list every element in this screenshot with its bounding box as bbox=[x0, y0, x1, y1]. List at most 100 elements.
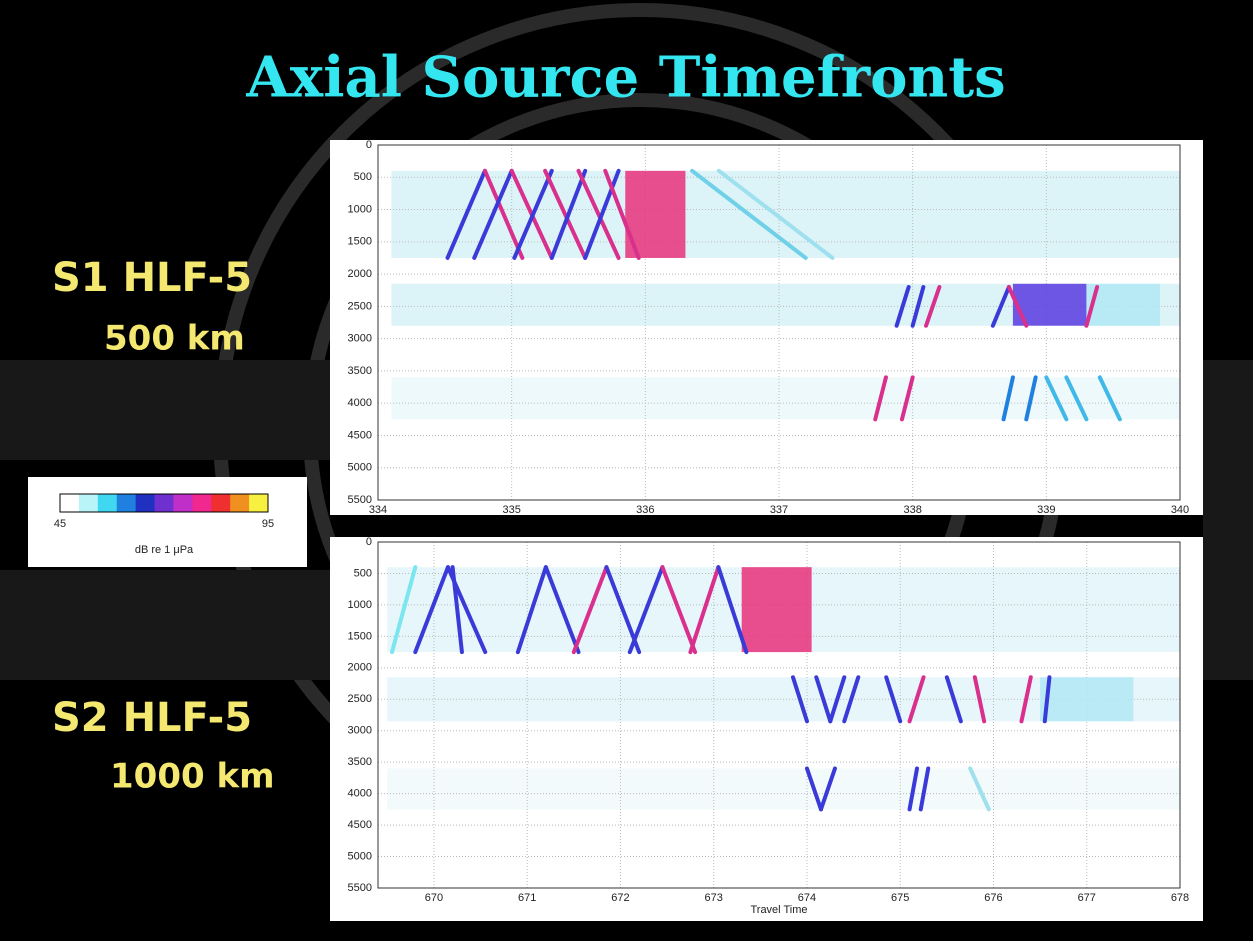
colorbar-box bbox=[28, 477, 307, 567]
timefront-line bbox=[1044, 375, 1069, 422]
timefront-line bbox=[907, 675, 926, 724]
timefront-line bbox=[899, 375, 915, 422]
color-swatch bbox=[230, 494, 250, 512]
y-tick-label: 4000 bbox=[348, 397, 372, 409]
y-tick-label: 5500 bbox=[348, 494, 372, 506]
x-tick-label: 671 bbox=[518, 892, 536, 904]
timefront-line bbox=[828, 675, 847, 724]
timefront-line bbox=[389, 565, 418, 655]
y-tick-label: 500 bbox=[354, 171, 372, 183]
color-swatch bbox=[173, 494, 193, 512]
colorbar-tick-label: 45 bbox=[54, 518, 66, 530]
timefront-line bbox=[627, 565, 665, 655]
timefront-line bbox=[603, 168, 641, 260]
y-tick-label: 3500 bbox=[348, 365, 372, 377]
timefront-line bbox=[543, 168, 588, 260]
y-tick-label: 2000 bbox=[348, 268, 372, 280]
timefront-line bbox=[842, 675, 861, 724]
x-tick-label: 678 bbox=[1171, 892, 1189, 904]
noise-band bbox=[387, 768, 1181, 810]
side-label: S2 HLF-5 bbox=[52, 695, 252, 741]
timefront-line bbox=[583, 168, 621, 260]
timefront-line bbox=[472, 168, 514, 260]
y-tick-label: 5000 bbox=[348, 850, 372, 862]
x-tick-label: 340 bbox=[1171, 504, 1189, 516]
x-tick-label: 339 bbox=[1037, 504, 1055, 516]
plot-frame bbox=[377, 541, 1181, 889]
timefront-line bbox=[512, 168, 554, 260]
chart: 0 500 1000 1500 2000 2500 3000 3500 4000 4500 5000… bbox=[330, 536, 1203, 921]
timefront-line bbox=[413, 565, 450, 655]
y-tick-label: 4500 bbox=[348, 819, 372, 831]
color-swatch bbox=[211, 494, 231, 512]
timefront-line bbox=[894, 285, 911, 328]
x-tick-label: 336 bbox=[636, 504, 654, 516]
color-swatch bbox=[154, 494, 174, 512]
y-tick-label: 2500 bbox=[348, 693, 372, 705]
side-stripes bbox=[0, 360, 1253, 680]
x-tick-label: 337 bbox=[770, 504, 788, 516]
slide-title: Axial Source Timefronts bbox=[245, 45, 1005, 111]
y-tick-label: 4500 bbox=[348, 429, 372, 441]
x-tick-label: 338 bbox=[903, 504, 921, 516]
timefront-line bbox=[549, 168, 588, 260]
x-tick-label: 335 bbox=[502, 504, 520, 516]
timefront-line bbox=[968, 766, 991, 812]
timefront-line bbox=[814, 675, 833, 724]
timefront-line bbox=[972, 675, 987, 724]
timefront-line bbox=[1024, 375, 1038, 422]
x-tick-label: 677 bbox=[1078, 892, 1096, 904]
intensity-block bbox=[741, 567, 812, 653]
timefront-line bbox=[944, 675, 963, 724]
timefront-line bbox=[990, 285, 1011, 328]
timefront-line bbox=[716, 565, 749, 655]
color-swatch bbox=[116, 494, 137, 512]
side-label: 1000 km bbox=[110, 757, 275, 797]
timefront-line bbox=[818, 766, 837, 812]
x-tick-label: 672 bbox=[611, 892, 629, 904]
timefront-line bbox=[1097, 375, 1122, 422]
y-tick-label: 1500 bbox=[348, 236, 372, 248]
timefront-line bbox=[716, 168, 835, 260]
y-tick-label: 3000 bbox=[348, 333, 372, 345]
timefront-line bbox=[660, 565, 698, 655]
x-tick-label: 334 bbox=[369, 504, 387, 516]
y-tick-label: 2000 bbox=[348, 662, 372, 674]
plot-frame bbox=[377, 144, 1181, 501]
color-swatch bbox=[249, 494, 269, 512]
timefront-line bbox=[884, 675, 903, 724]
timefront-line bbox=[571, 565, 609, 655]
timefront-line bbox=[910, 285, 926, 328]
color-swatch bbox=[192, 494, 212, 512]
timefront-line bbox=[1084, 285, 1100, 328]
intensity-block bbox=[1040, 677, 1134, 722]
y-tick-label: 0 bbox=[366, 536, 372, 548]
timefront-line bbox=[690, 168, 808, 260]
x-tick-label: 675 bbox=[891, 892, 909, 904]
y-tick-label: 2500 bbox=[348, 300, 372, 312]
timefront-line bbox=[450, 565, 464, 655]
timefront-line bbox=[688, 565, 721, 655]
y-tick-label: 500 bbox=[354, 567, 372, 579]
x-tick-label: 673 bbox=[705, 892, 723, 904]
timefront-line bbox=[1006, 285, 1029, 328]
timefront-line bbox=[924, 285, 942, 328]
colorbar-label: dB re 1 μPa bbox=[135, 544, 194, 556]
timefront-line bbox=[543, 565, 581, 655]
intensity-block bbox=[625, 170, 686, 258]
colorbar-tick-label: 95 bbox=[262, 518, 274, 530]
side-label: 500 km bbox=[104, 319, 245, 359]
color-swatch bbox=[135, 494, 156, 512]
timefront-line bbox=[576, 168, 621, 260]
timefront-line bbox=[482, 168, 525, 260]
intensity-block bbox=[1086, 283, 1160, 326]
timefront-line bbox=[918, 766, 931, 812]
y-tick-label: 5000 bbox=[348, 462, 372, 474]
colorbar: 45 95 dB re 1 μPa bbox=[28, 477, 307, 567]
side-labels: S1 HLF-5 500 km S2 HLF-5 1000 km bbox=[52, 255, 275, 797]
y-tick-label: 5500 bbox=[348, 882, 372, 894]
color-swatch bbox=[78, 494, 99, 512]
y-tick-label: 3500 bbox=[348, 756, 372, 768]
y-tick-label: 1000 bbox=[348, 203, 372, 215]
